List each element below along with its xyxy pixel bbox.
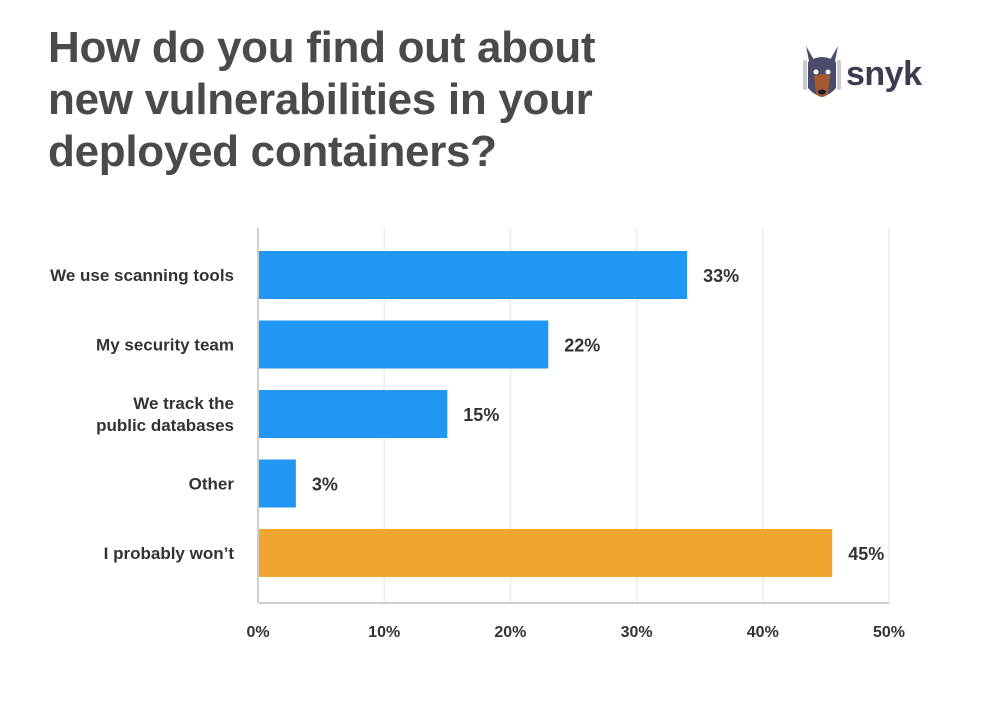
bar — [258, 459, 296, 508]
x-tick-label: 50% — [873, 624, 905, 641]
category-label: Other — [189, 475, 235, 494]
value-label: 3% — [312, 475, 338, 495]
category-labels: We use scanning tools My security team We … — [50, 266, 234, 563]
x-axis-ticks: 0% 10% 20% 30% 40% 50% — [246, 624, 905, 641]
bar — [258, 390, 448, 438]
value-labels: 33% 22% 15% 3% 45% — [312, 266, 884, 564]
value-label: 15% — [463, 405, 499, 425]
x-tick-label: 40% — [747, 624, 779, 641]
x-tick-label: 0% — [246, 624, 269, 641]
value-label: 33% — [703, 266, 739, 286]
category-label: We track the — [133, 394, 234, 413]
bar — [258, 529, 833, 577]
snyk-logo: snyk — [800, 42, 930, 108]
x-tick-label: 20% — [494, 624, 526, 641]
x-tick-label: 30% — [621, 624, 653, 641]
category-label: public databases — [96, 416, 234, 435]
bars — [258, 251, 833, 577]
value-label: 45% — [848, 544, 884, 564]
bar — [258, 251, 688, 299]
x-tick-label: 10% — [368, 624, 400, 641]
chart-title: How do you find out about new vulnerabil… — [48, 23, 596, 176]
logo-wordmark: snyk — [846, 55, 922, 93]
bar — [258, 320, 549, 369]
category-label: I probably won’t — [104, 544, 235, 563]
category-label: We use scanning tools — [50, 266, 234, 285]
doberman-icon — [803, 46, 841, 97]
value-label: 22% — [564, 336, 600, 356]
category-label: My security team — [96, 336, 234, 355]
